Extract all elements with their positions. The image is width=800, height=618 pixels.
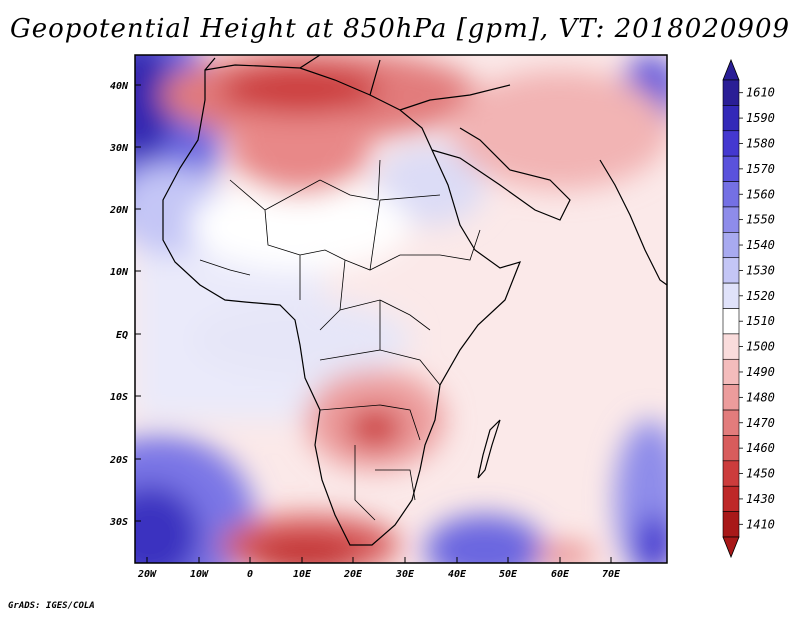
colorbar-label: 1550 [746, 213, 775, 227]
colorbar-box [722, 282, 740, 309]
madagascar-coastline [477, 419, 501, 479]
grads-credit: GrADS: IGES/COLA [8, 601, 95, 611]
lon-label: 10W [190, 569, 209, 580]
lon-label: 20E [343, 569, 363, 580]
colorbar-label: 1580 [746, 136, 775, 150]
colorbar-box [722, 485, 740, 512]
colorbar-label: 1500 [746, 340, 775, 354]
colorbar-label: 1460 [746, 441, 775, 455]
colorbar-bottom-arrow [722, 536, 740, 559]
colorbar-label: 1530 [746, 263, 775, 277]
colorbar-box [722, 308, 740, 335]
colorbar: 1610 1590 1580 1570 1560 1550 1540 1530 1520 1510… [722, 58, 775, 559]
colorbar-label: 1450 [746, 467, 775, 481]
colorbar-box [722, 155, 740, 182]
colorbar-box [722, 460, 740, 487]
colorbar-label: 1560 [746, 187, 775, 201]
colorbar-box [722, 409, 740, 436]
colorbar-box [722, 130, 740, 157]
lat-label: 20N [109, 205, 129, 216]
colorbar-top-arrow [722, 58, 740, 81]
lon-label: 50E [499, 569, 518, 580]
lat-label: 30S [109, 517, 128, 528]
colorbar-box [722, 435, 740, 462]
colorbar-label: 1480 [746, 390, 775, 404]
lat-label: 10N [110, 267, 129, 278]
lat-label: 10S [110, 392, 128, 403]
country-borders [199, 159, 481, 521]
africa-coastline [162, 64, 522, 546]
axis-ticks [135, 84, 612, 563]
colorbar-box [722, 384, 740, 411]
india-coastline [599, 159, 668, 286]
colorbar-box [722, 358, 740, 385]
lon-label: 70E [602, 569, 621, 580]
colorbar-box [722, 105, 740, 132]
colorbar-box [722, 181, 740, 208]
lon-label: 30E [395, 569, 415, 580]
lat-label: 20S [109, 455, 128, 466]
lon-label: 0 [247, 569, 253, 580]
colorbar-label: 1610 [746, 86, 775, 100]
colorbar-box [722, 79, 740, 106]
colorbar-box [722, 232, 740, 259]
longitude-labels: 20W 10W 0 10E 20E 30E 40E 50E 60E 70E [137, 569, 621, 580]
colorbar-label: 1510 [746, 314, 775, 328]
lon-label: 60E [551, 569, 570, 580]
colorbar-box [722, 257, 740, 284]
colorbar-label: 1410 [746, 517, 775, 531]
colorbar-label: 1470 [746, 416, 775, 430]
colorbar-label: 1490 [746, 365, 775, 379]
coastlines [162, 54, 668, 546]
map-frame [134, 54, 668, 564]
colorbar-label: 1540 [746, 238, 775, 252]
height-field [135, 55, 667, 563]
page-title: Geopotential Height at 850hPa [gpm], VT:… [9, 14, 791, 44]
colorbar-label: 1520 [746, 289, 775, 303]
colorbar-box [722, 333, 740, 360]
lon-label: 10E [293, 569, 312, 580]
lat-label: EQ [116, 330, 128, 341]
colorbar-box [722, 511, 740, 538]
arabia-coastline [431, 127, 571, 221]
lat-label: 40N [110, 81, 129, 92]
colorbar-box [722, 206, 740, 233]
europe-coastline [204, 54, 511, 111]
latitude-labels: 40N 30N 20N 10N EQ 10S 20S 30S [109, 81, 129, 528]
lon-label: 20W [137, 569, 157, 580]
colorbar-label: 1430 [746, 492, 775, 506]
lon-label: 40E [448, 569, 467, 580]
lat-label: 30N [109, 143, 129, 154]
colorbar-label: 1570 [746, 162, 775, 176]
colorbar-label: 1590 [746, 111, 775, 125]
